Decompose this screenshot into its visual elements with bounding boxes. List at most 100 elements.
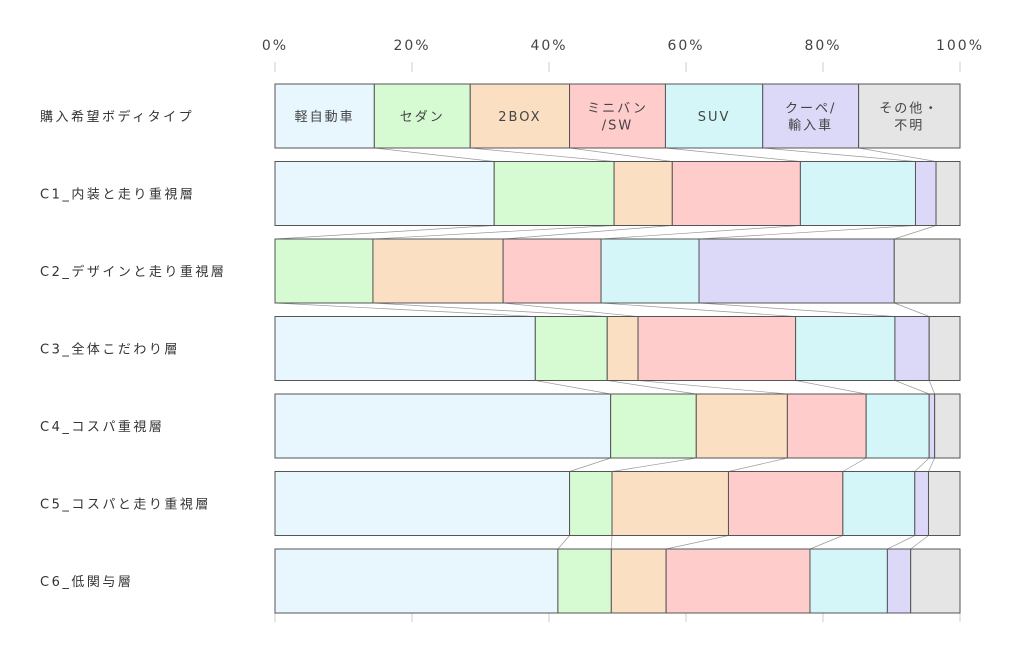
connector-line	[795, 380, 867, 395]
bar-segment	[795, 316, 896, 381]
legend-label: 軽自動車	[295, 110, 355, 125]
connector-line	[503, 302, 639, 317]
bar-segment	[557, 548, 612, 614]
bar-segment	[534, 316, 608, 381]
x-tick-label: 60%	[667, 38, 704, 54]
bar-segment	[274, 393, 612, 459]
bar-segment	[809, 548, 888, 614]
bar-segment	[914, 471, 929, 536]
connector-line	[894, 302, 930, 317]
connector-line	[372, 302, 608, 317]
bar-segment	[606, 316, 639, 381]
connector-line	[569, 147, 673, 162]
bar-segment	[274, 471, 571, 536]
row-label: C6_低関与層	[40, 575, 133, 590]
connector-line	[374, 147, 495, 162]
bar-segment	[664, 83, 764, 149]
bar-segment	[934, 393, 961, 459]
connector-line	[698, 225, 916, 240]
row-label: C4_コスパ重視層	[40, 419, 164, 435]
connector-line	[858, 147, 937, 162]
connector-line	[809, 535, 843, 550]
bar-segment	[799, 161, 916, 226]
bar-segment	[610, 393, 697, 459]
connector-line	[470, 147, 615, 162]
row-label: C2_デザインと走り重視層	[40, 264, 226, 280]
connector-line	[910, 535, 929, 550]
bar-segment	[373, 83, 471, 149]
bar-rows: 軽自動車 セダン 2BOX ミニバン/SW SUV クーペ/輸入車 その他・不明	[274, 83, 961, 614]
bar-segment	[600, 238, 700, 304]
connector-line	[557, 535, 570, 550]
connector-line	[928, 457, 935, 472]
bar-segment	[502, 238, 602, 304]
bar-segment	[695, 393, 788, 459]
x-tick-label: 40%	[530, 38, 567, 54]
bar-segment	[637, 316, 797, 381]
bar-segment	[274, 238, 374, 304]
bar-segment	[611, 471, 729, 536]
connector-line	[503, 225, 673, 240]
bar-segment	[842, 471, 916, 536]
bar-segment	[665, 548, 811, 614]
bar-segment	[786, 393, 867, 459]
bar-segment	[928, 393, 936, 459]
bar-segment	[274, 161, 495, 226]
connector-line	[842, 457, 867, 472]
bar-segment	[274, 83, 375, 149]
row-label: C3_全体こだわり層	[40, 342, 180, 358]
connector-lines	[274, 147, 937, 550]
connector-line	[887, 535, 915, 550]
connector-line	[665, 147, 801, 162]
legend-label: 2BOX	[498, 110, 541, 125]
connector-line	[274, 225, 495, 240]
bar-segment	[613, 161, 673, 226]
connector-line	[601, 302, 796, 317]
connector-line	[728, 457, 788, 472]
connector-line	[638, 380, 788, 395]
connector-line	[569, 457, 611, 472]
connector-line	[610, 535, 613, 550]
connector-line	[601, 225, 801, 240]
bar-segment	[928, 316, 961, 381]
connector-line	[372, 225, 615, 240]
legend-label: セダン	[400, 110, 445, 125]
bar-segment	[865, 393, 930, 459]
connector-line	[914, 457, 930, 472]
row-labels: 購入希望ボディタイプ C1_内装と走り重視層 C2_デザインと走り重視層 C3_全体こ…	[40, 109, 226, 590]
connector-line	[666, 535, 729, 550]
x-tick-label: 20%	[393, 38, 430, 54]
connector-line	[762, 147, 916, 162]
bar-segment	[910, 548, 961, 614]
connector-line	[894, 380, 930, 395]
row-label: C5_コスパと走り重視層	[40, 497, 211, 513]
bar-segment	[886, 548, 912, 614]
bar-segment	[727, 471, 844, 536]
x-tick-label: 0%	[262, 38, 288, 54]
bar-segment	[698, 238, 895, 304]
connector-line	[607, 380, 697, 395]
bar-segment	[935, 161, 961, 226]
row-label: 購入希望ボディタイプ	[40, 109, 194, 125]
bar-segment	[914, 161, 937, 226]
connector-line	[698, 302, 895, 317]
connector-line	[928, 380, 935, 395]
connector-line	[274, 302, 536, 317]
legend-label: その他・不明	[879, 102, 939, 134]
bar-segment	[493, 161, 615, 226]
row-label: C1_内装と走り重視層	[40, 187, 195, 203]
bar-segment	[274, 548, 559, 614]
bar-segment	[569, 471, 613, 536]
bar-segment	[858, 83, 961, 149]
bar-segment	[671, 161, 801, 226]
bar-segment	[927, 471, 961, 536]
x-tick-label: 100%	[936, 38, 984, 54]
bar-segment	[372, 238, 504, 304]
connector-line	[535, 380, 611, 395]
legend-label: ミニバン/SW	[587, 102, 648, 134]
bar-segment	[893, 238, 961, 304]
x-tick-label: 80%	[804, 38, 841, 54]
bar-segment	[610, 548, 667, 614]
x-axis: 0% 20% 40% 60% 80% 100%	[262, 38, 984, 622]
